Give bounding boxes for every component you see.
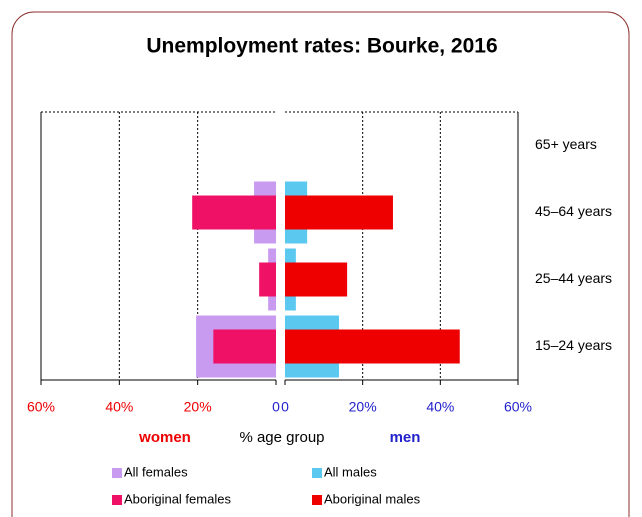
bar [259, 262, 276, 297]
right-label: men [390, 429, 421, 446]
legend-label: All females [124, 464, 188, 479]
x-tick-label: 60% [27, 399, 55, 415]
bar [285, 262, 348, 297]
left-label: women [138, 429, 191, 446]
x-tick-label: 20% [184, 399, 212, 415]
x-tick-label: 40% [426, 399, 454, 415]
legend-label: All males [324, 464, 377, 479]
category-label: 65+ years [535, 136, 597, 152]
bar [285, 329, 460, 364]
x-tick-label: 60% [504, 399, 532, 415]
legend-swatch [112, 495, 122, 505]
frame [11, 11, 630, 517]
bar [213, 329, 276, 364]
x-tick-label: 0 [281, 399, 289, 415]
legend-swatch [112, 468, 122, 478]
chart-title: Unemployment rates: Bourke, 2016 [146, 35, 497, 58]
category-label: 45–64 years [535, 203, 612, 219]
category-label: 25–44 years [535, 270, 612, 286]
x-axis-label: % age group [239, 429, 324, 446]
bar [285, 195, 393, 230]
x-tick-label: 40% [105, 399, 133, 415]
legend-label: Aboriginal females [124, 491, 231, 506]
x-tick-label: 20% [349, 399, 377, 415]
legend-swatch [312, 495, 322, 505]
legend-label: Aboriginal males [324, 491, 421, 506]
bar [192, 195, 276, 230]
x-tick-label: 0 [272, 399, 280, 415]
category-label: 15–24 years [535, 337, 612, 353]
legend-swatch [312, 468, 322, 478]
